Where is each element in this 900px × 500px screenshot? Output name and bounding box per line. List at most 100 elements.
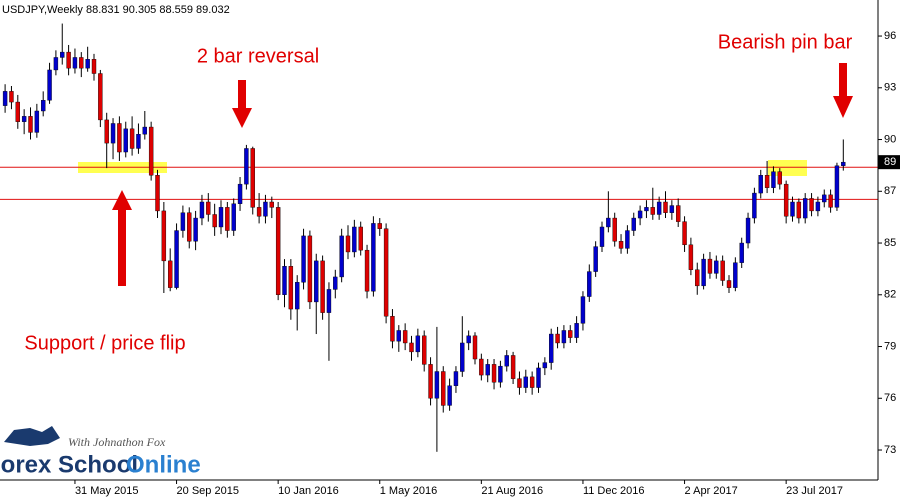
candle-body [428,364,433,399]
candle-body [320,260,325,313]
candle-body [650,207,655,215]
candle-body [815,201,821,212]
y-tick-label: 96 [884,30,896,42]
candle-body [834,165,840,208]
candle-body [752,192,757,219]
candle-body [841,161,846,166]
candle-body [472,335,478,360]
x-tick-label: 2 Apr 2017 [685,485,738,497]
candle-body [199,201,205,219]
candle-body [187,212,192,242]
arrow-head [232,108,252,128]
candle-body [790,201,795,217]
candle-body [803,198,808,219]
candle-body [129,128,135,149]
candle-body [244,148,249,185]
candle-body [739,242,744,263]
candle-body [212,214,217,228]
candle-body [364,249,370,292]
candle-body [720,260,725,281]
candle-body [371,223,376,292]
x-tick-label: 31 May 2015 [75,485,139,497]
candle-body [733,262,738,288]
arrow-shaft [118,208,126,286]
candle-body [167,260,173,288]
candle-body [98,73,103,121]
candle-body [707,258,713,274]
candle-body [549,333,554,363]
candle-body [555,333,560,344]
candle-body [117,123,122,153]
candle-body [402,330,408,344]
candle-body [676,205,681,222]
arrow [232,80,252,128]
candle-body [777,171,782,185]
candle-body [288,266,294,310]
candle-body [523,376,528,388]
arrow-head [833,96,853,118]
candle-body [28,116,33,133]
candle-body [282,266,287,295]
candle-body [485,364,490,376]
candle-body [631,217,636,231]
candle-body [542,362,548,369]
candle-body [612,217,617,242]
candle-body [333,276,338,290]
candle-body [822,194,827,203]
candle-body [536,367,541,388]
y-tick-label: 85 [884,237,896,249]
candle-body [695,269,700,287]
logo-tagline: With Johnathon Fox [68,435,166,449]
candle-body [180,212,186,231]
candle-body [504,355,509,367]
candle-body [193,217,198,242]
candle-body [447,385,452,406]
candle-body [828,194,833,208]
candle-body [568,330,573,338]
candle-body [574,323,579,338]
x-tick-label: 10 Jan 2016 [278,485,339,497]
candle-body [72,57,78,69]
candle-body [390,315,395,342]
x-tick-label: 23 Jul 2017 [786,485,843,497]
y-tick-label: 87 [884,185,896,197]
candle-body [441,371,446,406]
candle-body [269,201,274,208]
candle-body [85,59,90,69]
candle-body [206,201,211,215]
candle-body [510,355,516,379]
x-tick-label: 21 Aug 2016 [481,485,543,497]
candle-body [104,119,109,144]
candle-body [422,335,427,365]
candle-body [529,376,535,388]
candle-body [53,57,59,71]
candle-body [142,126,148,135]
candle-body [275,207,281,295]
candle-body [66,51,71,69]
candle-body [491,364,497,383]
y-tick-label: 93 [884,82,896,94]
candle-body [377,223,382,229]
candle-body [637,210,643,219]
candle-body [466,335,471,344]
annotation: 2 bar reversal [197,45,319,67]
candle-body [625,230,630,249]
candle-body [745,217,751,244]
candle-body [771,171,776,188]
candle-body [314,260,319,303]
candle-body [161,210,167,262]
candle-body [136,133,141,149]
candle-body [460,342,465,372]
candle-body [34,110,40,133]
candle-body [47,69,52,101]
candle-body [110,123,116,144]
candle-body [434,371,440,399]
candle-body [174,230,179,288]
annotations: 2 bar reversal Bearish pin bar Support /… [0,31,853,478]
candle-body [415,335,421,353]
candle-body [263,201,268,217]
candle-body [453,371,459,386]
candle-body [218,207,224,228]
candle-body [606,217,611,228]
candle-body [644,207,649,212]
